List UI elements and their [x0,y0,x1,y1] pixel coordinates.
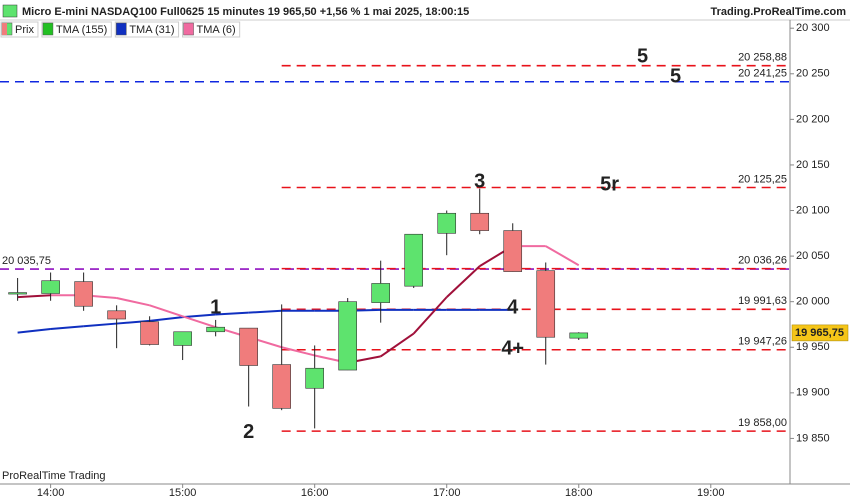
y-tick-label: 20 100 [796,204,830,216]
legend-frame [41,21,112,38]
legend-frame [114,21,180,38]
x-tick-label: 19:00 [697,487,725,499]
x-tick-label: 17:00 [433,487,461,499]
legend-label: TMA (155) [56,24,107,36]
level-label: 20 035,75 [2,255,51,267]
indicator-segment [215,311,249,316]
indicator-segment [281,346,315,357]
x-tick-label: 14:00 [37,487,65,499]
candle-body [239,327,258,366]
indicator-segment [149,316,183,322]
candle-body [41,280,60,294]
candle-body [140,321,159,345]
legend-frame [182,21,241,38]
legend-frame [0,21,39,38]
candle-body [404,233,424,287]
candle-body [272,364,291,409]
annotation: 4 [507,296,519,318]
logo [2,4,18,18]
candle-body [470,212,490,231]
indicator-segment [412,296,448,335]
indicator-segment [446,265,481,298]
chart-title: Micro E-mini NASDAQ100 Full0625 15 minut… [22,6,469,18]
indicator-segment [182,313,216,319]
indicator-segment [50,325,84,331]
site-label: Trading.ProRealTime.com [710,6,846,18]
y-tick-label: 20 300 [796,22,830,34]
x-tick-label: 15:00 [169,487,197,499]
level-label: 20 241,25 [738,68,787,80]
legend-box [116,22,127,36]
candle-body [107,310,126,320]
legend-label: Prix [15,24,34,36]
last-price-box [791,324,849,342]
annotation: 3 [474,171,485,193]
indicator-segment [116,319,150,325]
candle-body [371,283,390,303]
level-label: 19 991,63 [738,295,787,307]
legend-label: TMA (6) [197,24,236,36]
annotation: 1 [210,296,221,318]
y-tick-label: 20 200 [796,113,830,125]
candle-body [503,230,523,272]
y-tick-label: 20 250 [796,68,830,80]
level-label: 19 947,26 [738,336,787,348]
y-tick-label: 19 900 [796,387,830,399]
watermark: ProRealTime Trading [2,470,106,482]
indicator-segment [182,315,216,329]
level-label: 20 036,26 [738,255,787,267]
candle-body [8,292,27,295]
candle-body [206,326,225,333]
legend-box-half [2,23,7,35]
candle-body [74,281,93,307]
indicator-segment [83,322,117,328]
indicator-segment [248,309,282,314]
candle-body [536,270,556,338]
y-tick-label: 20 000 [796,296,830,308]
candle-body [569,332,589,339]
candle-body [338,301,357,371]
indicator-segment [17,328,51,334]
indicator-segment [545,245,580,267]
indicator-segment [380,332,415,358]
y-tick-label: 19 950 [796,341,830,353]
x-tick-label: 16:00 [301,487,329,499]
x-tick-label: 18:00 [565,487,593,499]
y-tick-label: 20 050 [796,250,830,262]
annotation: 5 [637,46,648,68]
legend-label: TMA (31) [129,24,174,36]
level-label: 19 858,00 [738,417,787,429]
indicator-segment [149,304,183,318]
candle-body [437,212,457,234]
last-price-label: 19 965,75 [795,327,844,339]
candle-body [305,367,324,389]
indicator-segment [116,297,150,307]
annotation: 5r [600,173,619,195]
legend-box [183,22,194,36]
y-tick-label: 19 850 [796,432,830,444]
annotation: 2 [243,421,254,443]
annotation: 5 [670,66,681,88]
indicator-segment [17,294,51,299]
legend-box [42,22,54,36]
y-tick-label: 20 150 [796,159,830,171]
level-label: 20 125,25 [738,173,787,185]
candle-body [173,331,192,346]
annotation: 4+ [501,337,524,359]
level-label: 20 258,88 [738,52,787,64]
